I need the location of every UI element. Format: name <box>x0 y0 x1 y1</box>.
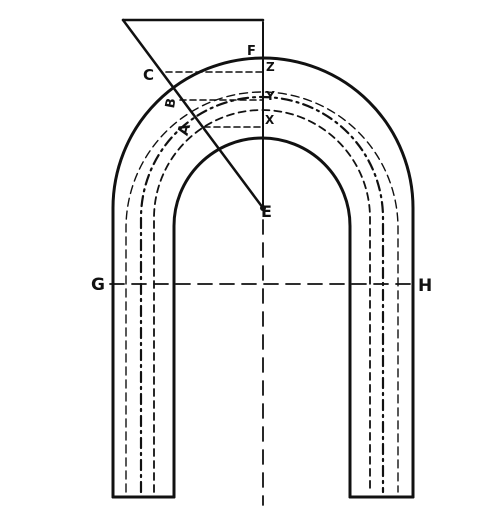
label-y: Y <box>265 89 275 103</box>
label-z: Z <box>266 60 275 74</box>
diagonal-line-to-e <box>121 18 265 210</box>
label-b: B <box>163 97 179 109</box>
label-x: X <box>265 113 275 127</box>
label-e: E <box>261 202 272 221</box>
label-g: G <box>91 275 105 295</box>
label-c: C <box>143 66 154 84</box>
label-h: H <box>418 276 432 296</box>
label-f: F <box>247 44 256 59</box>
center-point-e <box>260 205 266 211</box>
label-a: A <box>174 121 194 137</box>
